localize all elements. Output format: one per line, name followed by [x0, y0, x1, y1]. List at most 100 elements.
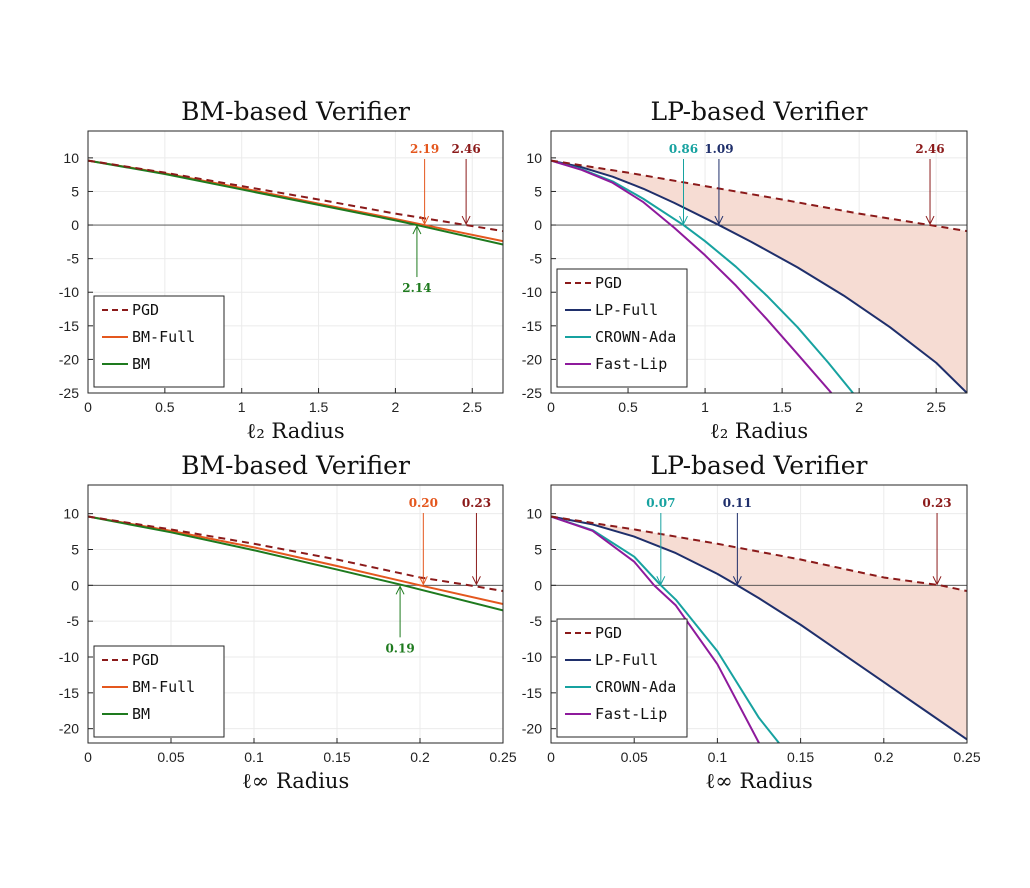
y-tick-label: -20 [59, 351, 79, 367]
legend-label: CROWN-Ada [595, 328, 676, 346]
series-line-fast-lip [551, 515, 760, 743]
y-tick-label: -15 [522, 685, 542, 701]
annotation-arrow-head [395, 585, 405, 595]
y-tick-label: -10 [59, 649, 79, 665]
x-tick-label: 0.15 [787, 749, 814, 765]
legend-label: Fast-Lip [595, 705, 667, 723]
legend-label: CROWN-Ada [595, 678, 676, 696]
x-tick-label: 0.5 [155, 399, 175, 415]
annotation-arrow-head [679, 215, 688, 226]
series-line-pgd [88, 515, 503, 593]
crossing-annotation: 0.07 [646, 496, 675, 586]
x-tick-label: 0 [547, 749, 555, 765]
legend-box [93, 645, 225, 738]
axes-frame [87, 130, 504, 394]
annotation-arrow-head [714, 215, 724, 226]
axes-frame [550, 130, 968, 394]
series-line-crown-ada [551, 159, 854, 393]
series-line-bm-full [88, 515, 503, 605]
legend-box [93, 295, 225, 388]
x-tick-label: 0.1 [708, 749, 728, 765]
annotation-arrow-head [656, 576, 666, 586]
series-line-crown-ada [551, 515, 780, 743]
annotation-label: 0.20 [409, 496, 438, 510]
x-tick-label: 2 [392, 399, 400, 415]
y-tick-label: 5 [534, 542, 542, 558]
legend-label: PGD [132, 651, 159, 669]
y-tick-label: 0 [534, 217, 542, 233]
crossing-annotation: 2.46 [915, 142, 945, 226]
legend-label: PGD [595, 274, 622, 292]
chart-title: LP-based Verifier [651, 451, 868, 480]
y-tick-label: -5 [530, 251, 543, 267]
series-line-fast-lip [551, 159, 833, 393]
y-tick-label: 0 [534, 577, 542, 593]
annotation-label: 0.07 [646, 496, 675, 510]
legend-label: BM-Full [132, 678, 195, 696]
y-tick-label: -15 [59, 685, 79, 701]
annotation-label: 2.46 [451, 142, 480, 156]
y-tick-label: -5 [530, 613, 543, 629]
legend-label: PGD [595, 624, 622, 642]
legend-box [556, 618, 688, 738]
axes-frame [550, 484, 968, 744]
y-tick-label: -5 [67, 613, 80, 629]
annotation-label: 0.19 [385, 641, 414, 655]
y-tick-label: -25 [59, 385, 79, 401]
x-tick-label: 2.5 [463, 399, 483, 415]
annotation-arrow-head [732, 576, 742, 586]
crossing-annotation: 0.86 [669, 142, 698, 226]
x-axis-label: ℓ₂ Radius [710, 419, 808, 443]
y-tick-label: 0 [71, 217, 79, 233]
axes-frame [87, 484, 504, 744]
crossing-annotation: 2.19 [410, 142, 439, 226]
crossing-annotation: 0.11 [723, 496, 752, 586]
chart-title: BM-based Verifier [181, 97, 410, 126]
y-tick-label: 10 [63, 506, 79, 522]
series-line-lp-full [551, 159, 967, 393]
x-tick-label: 1 [701, 399, 709, 415]
x-tick-label: 0.05 [621, 749, 648, 765]
x-axis-label: ℓ₂ Radius [246, 419, 344, 443]
y-tick-label: -20 [522, 721, 542, 737]
legend-label: LP-Full [595, 301, 658, 319]
crossing-annotation: 1.09 [704, 142, 734, 226]
legend: PGD LP-Full CROWN-Ada Fast-Lip [556, 618, 688, 738]
x-tick-label: 0.25 [489, 749, 516, 765]
x-tick-label: 0.25 [953, 749, 980, 765]
x-tick-label: 2.5 [926, 399, 946, 415]
plot-lines [551, 515, 967, 743]
y-tick-label: -10 [522, 284, 542, 300]
x-tick-label: 0.5 [618, 399, 638, 415]
x-tick-label: 0.15 [323, 749, 350, 765]
legend: PGD LP-Full CROWN-Ada Fast-Lip [556, 268, 688, 388]
legend: PGD BM-Full BM [93, 295, 225, 388]
legend-label: BM-Full [132, 328, 195, 346]
x-axis-label: ℓ∞ Radius [705, 769, 813, 793]
annotation-arrow-head [412, 224, 422, 235]
legend: PGD BM-Full BM [93, 645, 225, 738]
series-line-pgd [88, 159, 503, 233]
crossing-annotation: 0.20 [409, 496, 438, 586]
y-tick-label: -25 [522, 385, 542, 401]
legend-label: BM [132, 355, 150, 373]
annotation-arrow-head [925, 215, 935, 226]
annotation-label: 2.46 [915, 142, 944, 156]
y-tick-label: -10 [522, 649, 542, 665]
x-tick-label: 0.05 [157, 749, 184, 765]
annotation-label: 2.19 [410, 142, 439, 156]
y-tick-label: 10 [526, 506, 542, 522]
y-tick-label: -5 [67, 251, 80, 267]
annotation-label: 2.14 [402, 281, 431, 295]
y-tick-label: 5 [71, 183, 79, 199]
crossing-annotation: 2.46 [451, 142, 481, 226]
x-tick-label: 2 [855, 399, 863, 415]
x-tick-label: 0 [84, 399, 92, 415]
plot-lines [88, 515, 503, 612]
y-tick-label: -20 [522, 351, 542, 367]
y-tick-label: 0 [71, 577, 79, 593]
chart-panel-4: 0.07 0.11 0.23 0 0.05 0.1 0.15 0.2 0.25 10 5 0 -5 -10… [522, 451, 981, 793]
annotation-label: 0.11 [723, 496, 752, 510]
chart-panel-2: 0.86 1.09 2.46 0 0.5 1 1.5 2 2.5 10 5 0 -5 -10 -15 -20 -… [522, 97, 968, 443]
